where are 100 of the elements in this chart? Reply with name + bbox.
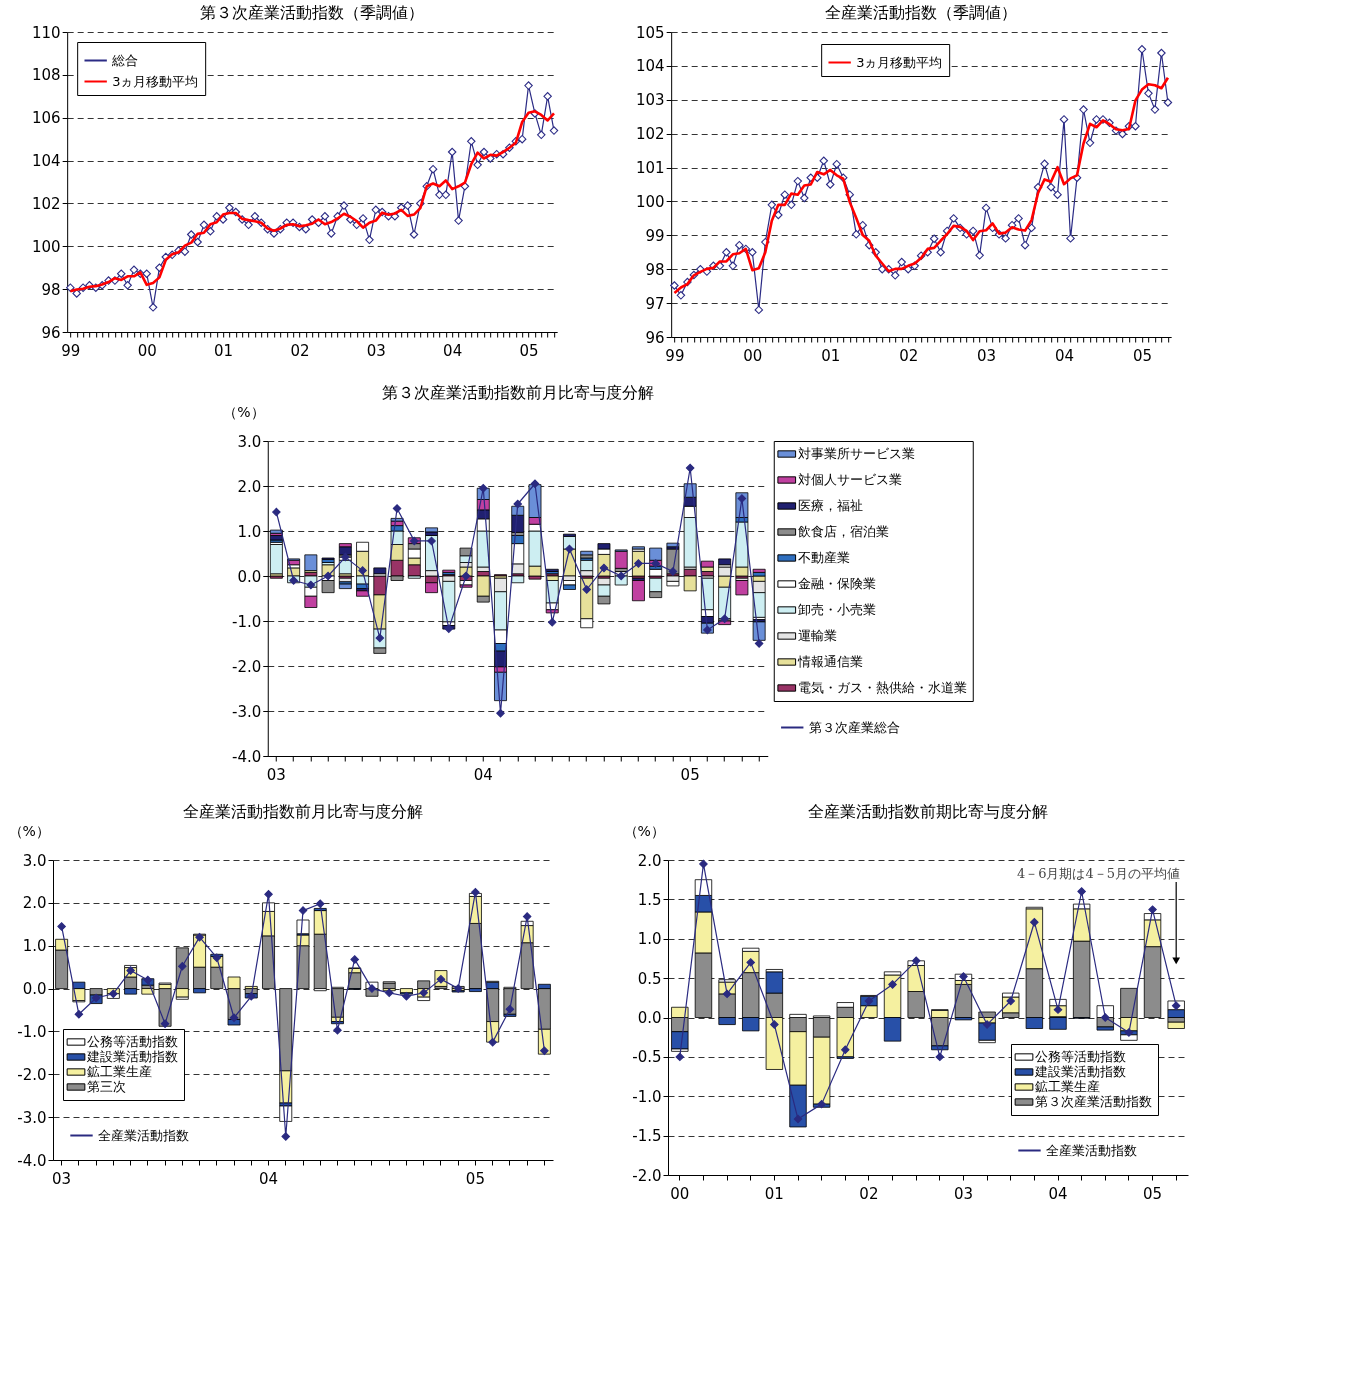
y-tick-label: 0.0 [637, 1009, 662, 1027]
x-tick-label: 03 [366, 341, 386, 360]
y-tick-label: 103 [636, 91, 665, 110]
y-tick-label: 98 [41, 280, 61, 299]
y-tick-label: -3.0 [231, 702, 262, 721]
y-tick-label: 2.0 [22, 894, 47, 913]
y-tick-label: 1.0 [22, 937, 47, 956]
y-tick-label: 100 [636, 192, 665, 211]
y-axis-title: （%） [8, 822, 50, 839]
y-tick-label: -3.0 [17, 1108, 47, 1127]
legend-label: 公務等活動指数 [1035, 1049, 1126, 1064]
y-tick-label: 100 [32, 237, 61, 256]
chart-title: 全産業活動指数（季調値） [825, 3, 1018, 22]
y-tick-label: -4.0 [17, 1151, 47, 1170]
legend-label: 運輸業 [797, 628, 837, 643]
x-tick-label: 05 [1143, 1184, 1163, 1203]
legend-label: 3ヵ月移動平均 [112, 73, 199, 89]
y-tick-label: 106 [32, 109, 61, 128]
y-tick-label: 99 [645, 226, 665, 245]
x-tick-label: 02 [859, 1184, 879, 1203]
legend-label: 建設業活動指数 [86, 1049, 178, 1064]
y-tick-label: -2.0 [632, 1166, 662, 1185]
legend-label: 全産業活動指数 [1046, 1142, 1137, 1158]
chart-title: 第３次産業活動指数（季調値） [200, 3, 425, 22]
legend-label: 第３次産業総合 [808, 719, 900, 735]
y-axis-title: （%） [223, 403, 265, 420]
legend-label: 不動産業 [797, 550, 850, 565]
y-tick-label: 101 [636, 159, 665, 178]
y-tick-label: 1.0 [637, 930, 662, 949]
x-tick-label: 01 [821, 346, 841, 365]
legend-label: 3ヵ月移動平均 [856, 54, 943, 70]
x-tick-label: 00 [743, 346, 763, 365]
chart-title: 第３次産業活動指数前月比寄与度分解 [381, 383, 654, 402]
legend-label: 医療，福祉 [797, 498, 863, 513]
x-tick-label: 03 [953, 1184, 973, 1203]
x-tick-label: 01 [214, 341, 234, 360]
legend-label: 鉱工業生産 [87, 1064, 152, 1079]
legend-label: 情報通信業 [796, 654, 863, 669]
legend-label: 金融・保険業 [797, 576, 876, 591]
x-tick-label: 05 [1132, 346, 1152, 365]
x-tick-label: 04 [258, 1169, 279, 1188]
x-tick-label: 05 [519, 341, 539, 360]
chart-title: 全産業活動指数前期比寄与度分解 [808, 802, 1048, 821]
legend-label: 対事業所サービス業 [797, 446, 915, 461]
legend-label: 全産業活動指数 [98, 1127, 189, 1143]
x-tick-label: 03 [52, 1169, 72, 1188]
x-tick-label: 99 [665, 346, 685, 365]
x-tick-label: 01 [764, 1184, 784, 1203]
y-tick-label: 96 [645, 328, 665, 347]
y-axis-title: （%） [623, 822, 665, 839]
legend-label: 電気・ガス・熱供給・水道業 [797, 680, 967, 695]
y-tick-label: 102 [636, 125, 665, 144]
legend-label: 鉱工業生産 [1035, 1079, 1100, 1094]
legend-label: 第三次 [87, 1079, 126, 1094]
y-tick-label: -1.0 [17, 1022, 47, 1041]
legend-label: 建設業活動指数 [1034, 1064, 1126, 1079]
y-tick-label: -0.5 [632, 1048, 662, 1067]
legend-label: 対個人サービス業 [797, 472, 902, 487]
y-tick-label: 98 [645, 260, 665, 279]
y-tick-label: -1.0 [632, 1087, 662, 1106]
x-tick-label: 00 [670, 1184, 690, 1203]
legend-label: 卸売・小売業 [797, 602, 876, 617]
y-tick-label: 96 [41, 323, 61, 342]
y-tick-label: 0.0 [22, 980, 47, 999]
x-tick-label: 03 [266, 765, 286, 784]
x-tick-label: 04 [473, 765, 493, 784]
y-tick-label: -2.0 [17, 1065, 47, 1084]
y-tick-label: 3.0 [237, 432, 262, 451]
y-tick-label: 2.0 [637, 851, 662, 870]
x-tick-label: 00 [137, 341, 157, 360]
y-tick-label: 104 [636, 57, 665, 76]
x-tick-label: 04 [1048, 1184, 1068, 1203]
x-tick-label: 05 [680, 765, 700, 784]
y-tick-label: -1.0 [231, 612, 262, 631]
y-tick-label: -1.5 [632, 1127, 662, 1146]
y-tick-label: 2.0 [237, 477, 262, 496]
legend-label: 総合 [111, 52, 139, 68]
y-tick-label: 0.5 [637, 969, 662, 988]
y-tick-label: 1.0 [237, 522, 262, 541]
legend-label: 飲食店，宿泊業 [797, 524, 889, 539]
y-tick-label: 97 [645, 294, 665, 313]
x-tick-label: 05 [465, 1169, 485, 1188]
chart-title: 全産業活動指数前月比寄与度分解 [183, 802, 423, 821]
y-tick-label: 0.0 [237, 567, 262, 586]
legend-label: 公務等活動指数 [87, 1034, 178, 1049]
x-tick-label: 02 [290, 341, 310, 360]
y-tick-label: 102 [32, 194, 61, 213]
y-tick-label: 1.5 [637, 890, 662, 909]
annotation: 4－6月期は4－5月の平均値 [1016, 866, 1180, 881]
x-tick-label: 99 [61, 341, 81, 360]
y-tick-label: 108 [32, 66, 61, 85]
x-tick-label: 03 [977, 346, 997, 365]
y-tick-label: 3.0 [22, 851, 47, 870]
y-tick-label: 104 [32, 152, 61, 171]
legend-label: 第３次産業活動指数 [1035, 1094, 1152, 1109]
y-tick-label: -4.0 [231, 747, 262, 766]
y-tick-label: 105 [636, 23, 665, 42]
x-tick-label: 04 [443, 341, 463, 360]
y-tick-label: -2.0 [231, 657, 262, 676]
x-tick-label: 02 [899, 346, 919, 365]
